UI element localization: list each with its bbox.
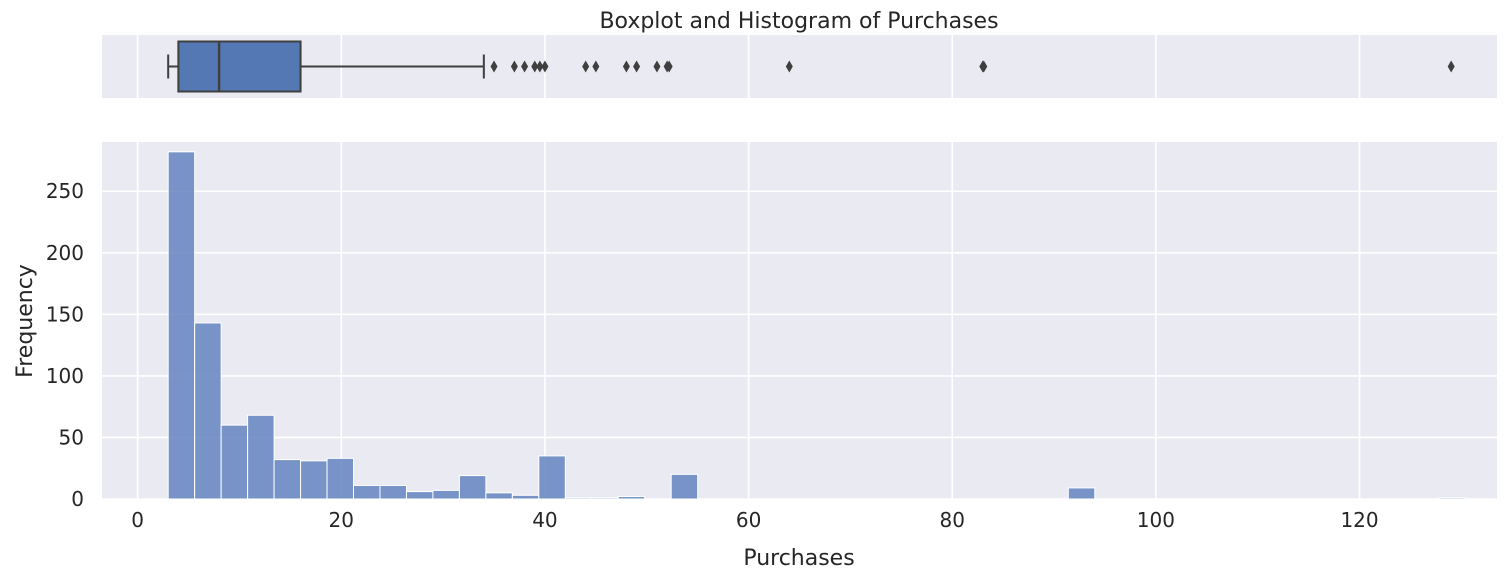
histogram-bar [538, 455, 566, 500]
chart-title: Boxplot and Histogram of Purchases [599, 9, 998, 34]
outlier-point [531, 60, 539, 73]
x-tick-label: 40 [532, 508, 557, 532]
y-tick-labels: 0 50 100 150 200 250 [46, 179, 84, 511]
histogram-bars [167, 151, 1466, 500]
outlier-point [622, 60, 630, 73]
boxplot-panel [102, 35, 1497, 98]
x-axis-label: Purchases [743, 546, 854, 571]
histogram-bar [273, 459, 302, 500]
outlier-point [490, 60, 498, 73]
y-tick-label: 50 [59, 425, 84, 449]
outlier-point [541, 60, 549, 73]
histogram-bar [617, 496, 646, 500]
histogram-bar [379, 484, 407, 500]
outlier-point [653, 60, 661, 73]
outlier-point [536, 60, 544, 73]
histogram-bar [300, 460, 328, 500]
histogram-bar [458, 475, 487, 500]
outlier-point [665, 60, 673, 73]
x-tick-label: 0 [131, 508, 144, 532]
y-tick-label: 150 [46, 302, 84, 326]
x-tick-label: 60 [736, 508, 761, 532]
histogram-bar [220, 424, 249, 500]
outlier-point [785, 60, 793, 73]
histogram-bar [485, 492, 513, 500]
histogram-bar [591, 497, 619, 500]
y-tick-label: 250 [46, 179, 84, 203]
outlier-point [980, 60, 988, 73]
histogram-bar [405, 491, 434, 500]
y-tick-label: 200 [46, 241, 84, 265]
x-tick-label: 120 [1340, 508, 1378, 532]
histogram-bar [670, 473, 699, 500]
histogram-bar [564, 497, 593, 500]
interquartile-box [177, 40, 302, 93]
outlier-point [1447, 60, 1455, 73]
x-tick-labels: 0 20 40 60 80 100 120 [131, 508, 1378, 532]
y-tick-label: 0 [71, 487, 84, 511]
boxplot-marks [167, 40, 1455, 93]
histogram-panel: 0 20 40 60 80 100 120 0 50 100 150 200 250 [46, 142, 1497, 532]
histogram-bar [432, 489, 460, 500]
y-tick-label: 100 [46, 364, 84, 388]
x-tick-label: 100 [1137, 508, 1175, 532]
histogram-bar [353, 484, 381, 500]
x-tick-label: 80 [940, 508, 965, 532]
histogram-bar [167, 151, 196, 500]
outlier-point [582, 60, 590, 73]
outlier-point [592, 60, 600, 73]
histogram-bar [1438, 497, 1466, 500]
outlier-point [521, 60, 529, 73]
y-axis-label: Frequency [13, 264, 38, 378]
histogram-bar [511, 494, 540, 500]
histogram-bar [1067, 487, 1096, 500]
histogram-grid [102, 142, 1497, 500]
x-tick-label: 20 [329, 508, 354, 532]
outlier-point [633, 60, 641, 73]
histogram-background [102, 142, 1497, 499]
outlier-point [510, 60, 518, 73]
histogram-bar [326, 457, 355, 500]
histogram-bar [247, 414, 275, 500]
histogram-bar [194, 322, 222, 500]
